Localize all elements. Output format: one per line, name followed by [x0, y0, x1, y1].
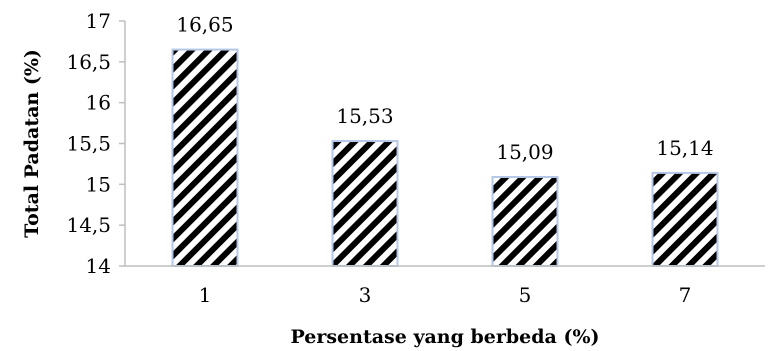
x-tick-label-5: 5	[519, 283, 532, 307]
y-tick-label: 14	[86, 254, 111, 278]
bar-5	[491, 175, 559, 268]
data-label-1: 16,65	[176, 13, 233, 37]
y-axis-ticks: 14 14,5 15 15,5 16 16,5 17	[66, 9, 125, 278]
x-tick-label-7: 7	[679, 283, 692, 307]
y-tick-label: 16	[86, 91, 111, 115]
bars-group	[171, 48, 719, 268]
data-label-5: 15,09	[496, 140, 553, 164]
y-tick-label: 16,5	[66, 50, 111, 74]
bar-3	[331, 140, 399, 267]
y-tick-label: 15	[86, 172, 111, 196]
y-tick-label: 17	[86, 9, 111, 33]
y-tick-label: 15,5	[66, 132, 111, 156]
x-axis-ticks: 1 3 5 7	[199, 283, 692, 307]
bar-7	[651, 171, 719, 267]
x-tick-label-1: 1	[199, 283, 212, 307]
x-tick-label-3: 3	[359, 283, 372, 307]
data-label-7: 15,14	[656, 136, 713, 160]
x-axis-title: Persentase yang berbeda (%)	[290, 326, 599, 348]
y-tick-label: 14,5	[66, 213, 111, 237]
data-label-3: 15,53	[336, 104, 393, 128]
bar-1	[171, 48, 239, 268]
data-labels-group: 16,65 15,53 15,09 15,14	[176, 13, 713, 164]
y-axis-title: Total Padatan (%)	[21, 49, 43, 238]
